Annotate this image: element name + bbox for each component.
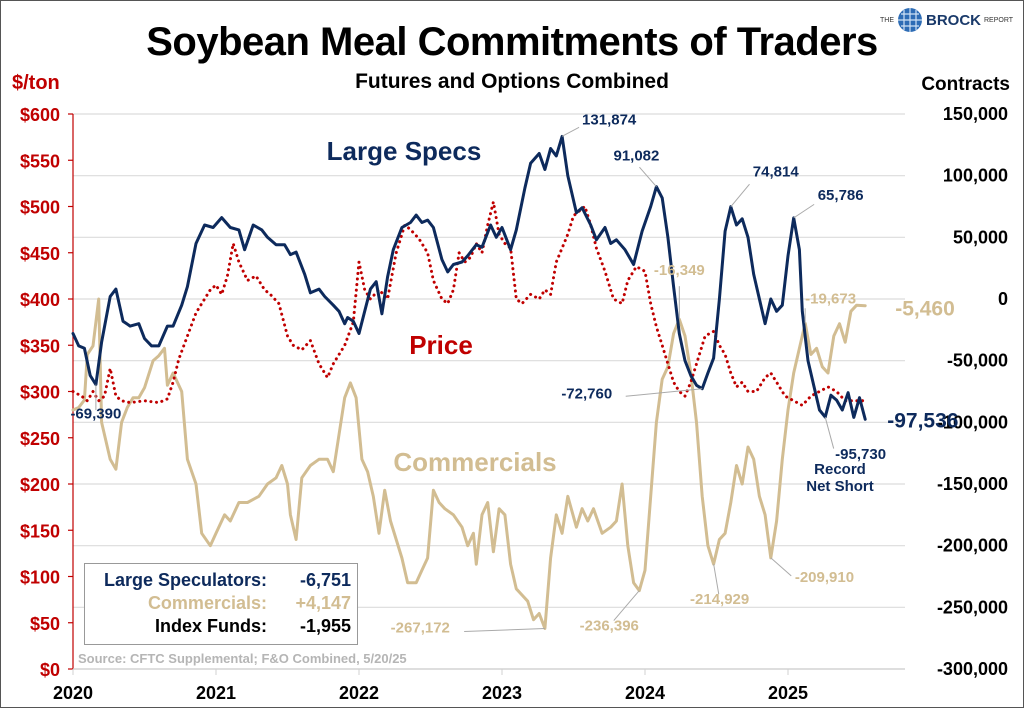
chart-title: Soybean Meal Commitments of Traders [146, 20, 878, 64]
data-label: -209,910 [795, 569, 854, 586]
series-line-price [71, 200, 867, 407]
right-axis-tick-label: -150,000 [937, 474, 1008, 494]
series-layer [71, 134, 867, 630]
legend-value: -1,955 [299, 616, 351, 636]
data-label: 131,874 [582, 111, 637, 128]
right-axis-tick-label: -200,000 [937, 536, 1008, 556]
x-axis-tick-label: 2025 [768, 683, 808, 703]
right-axis-tick-label: 150,000 [943, 104, 1008, 124]
record-note-line2: Net Short [806, 478, 874, 495]
x-axis-tick-label: 2023 [482, 683, 522, 703]
data-label: -19,673 [805, 290, 856, 307]
record-note-line1: Record [814, 461, 866, 478]
data-label: -5,460 [895, 298, 955, 321]
left-axis-tick-label: $400 [20, 290, 60, 310]
leader-line [793, 203, 815, 219]
x-axis-tick-label: 2022 [339, 683, 379, 703]
annotation-layer: 131,874 91,082 74,814 65,786 -69,390 -72,760 -… [70, 111, 958, 636]
right-axis-tick-label: 0 [998, 289, 1008, 309]
logo-brand: BROCK [926, 11, 981, 29]
x-axis-tick-label: 2020 [53, 683, 93, 703]
legend-label: Commercials: [147, 593, 267, 613]
left-axis-tick-label: $500 [20, 198, 60, 218]
globe-icon [898, 8, 922, 32]
left-axis-tick-label: $600 [20, 105, 60, 125]
legend-row-large-speculators: Large Speculators: -6,751 [85, 570, 351, 591]
right-axis-tick-label: -100,000 [937, 412, 1008, 432]
series-line-large-specs [71, 134, 867, 421]
legend-label: Large Speculators: [103, 570, 267, 590]
data-label: -95,730 [835, 446, 886, 463]
leader-line [613, 590, 640, 621]
data-label: 91,082 [613, 148, 659, 165]
series-label-commercials: Commercials [393, 447, 556, 477]
leader-line [713, 563, 720, 595]
data-label: 74,814 [753, 164, 800, 181]
left-axis-tick-label: $100 [20, 568, 60, 588]
leader-line [625, 388, 703, 397]
right-axis-tick-label: 50,000 [953, 227, 1008, 247]
left-axis-tick-label: $450 [20, 244, 60, 264]
left-axis-tick-label: $50 [30, 614, 60, 634]
data-label: -214,929 [690, 591, 749, 608]
legend-label: Index Funds: [155, 616, 267, 636]
legend-row-index-funds: Index Funds: -1,955 [85, 616, 351, 637]
left-axis-tick-label: $250 [20, 429, 60, 449]
chart-subtitle: Futures and Options Combined [355, 70, 669, 93]
left-axis-tick-label: $0 [40, 660, 60, 680]
series-label-large-specs: Large Specs [327, 136, 482, 166]
left-axis-unit: $/ton [12, 72, 60, 94]
series-label-price: Price [409, 330, 473, 360]
logo-the: THE [880, 16, 894, 24]
left-axis-tick-label: $200 [20, 475, 60, 495]
leader-line [824, 416, 835, 449]
data-label: -72,760 [561, 386, 612, 403]
left-axis-tick-label: $300 [20, 383, 60, 403]
leader-line [464, 628, 545, 633]
legend-box: Large Speculators: -6,751 Commercials: +… [84, 563, 358, 645]
legend-value: +4,147 [295, 593, 351, 613]
axes: 150,000 100,000 50,000 0 -50,000 -100,000 -150… [20, 104, 1008, 703]
right-axis-tick-label: -250,000 [937, 597, 1008, 617]
left-axis-tick-label: $150 [20, 521, 60, 541]
data-label: -16,349 [654, 262, 705, 279]
data-label: -97,536 [887, 409, 958, 432]
leader-line [730, 183, 750, 208]
x-axis-tick-label: 2021 [196, 683, 236, 703]
x-axis-tick-label: 2024 [625, 683, 665, 703]
right-axis-tick-label: -50,000 [947, 351, 1008, 371]
legend-value: -6,751 [299, 570, 351, 590]
leader-line [561, 126, 580, 137]
source-note: Source: CFTC Supplemental; F&O Combined,… [78, 651, 407, 666]
right-axis-tick-label: -300,000 [937, 659, 1008, 679]
right-axis-tick-label: 100,000 [943, 166, 1008, 186]
legend-row-commercials: Commercials: +4,147 [85, 593, 351, 614]
left-axis-tick-label: $550 [20, 151, 60, 171]
data-label: 65,786 [818, 187, 864, 204]
left-axis-tick-label: $350 [20, 336, 60, 356]
data-label: -69,390 [70, 406, 121, 423]
right-axis-unit: Contracts [921, 74, 1010, 95]
logo-report: REPORT [984, 16, 1014, 24]
leader-line [639, 166, 657, 187]
series-line-commercials [71, 297, 867, 630]
leader-line [770, 557, 792, 577]
data-label: -236,396 [580, 618, 639, 635]
data-label: -267,172 [391, 620, 450, 637]
brock-report-logo: THE BROCK REPORT [880, 6, 1013, 34]
